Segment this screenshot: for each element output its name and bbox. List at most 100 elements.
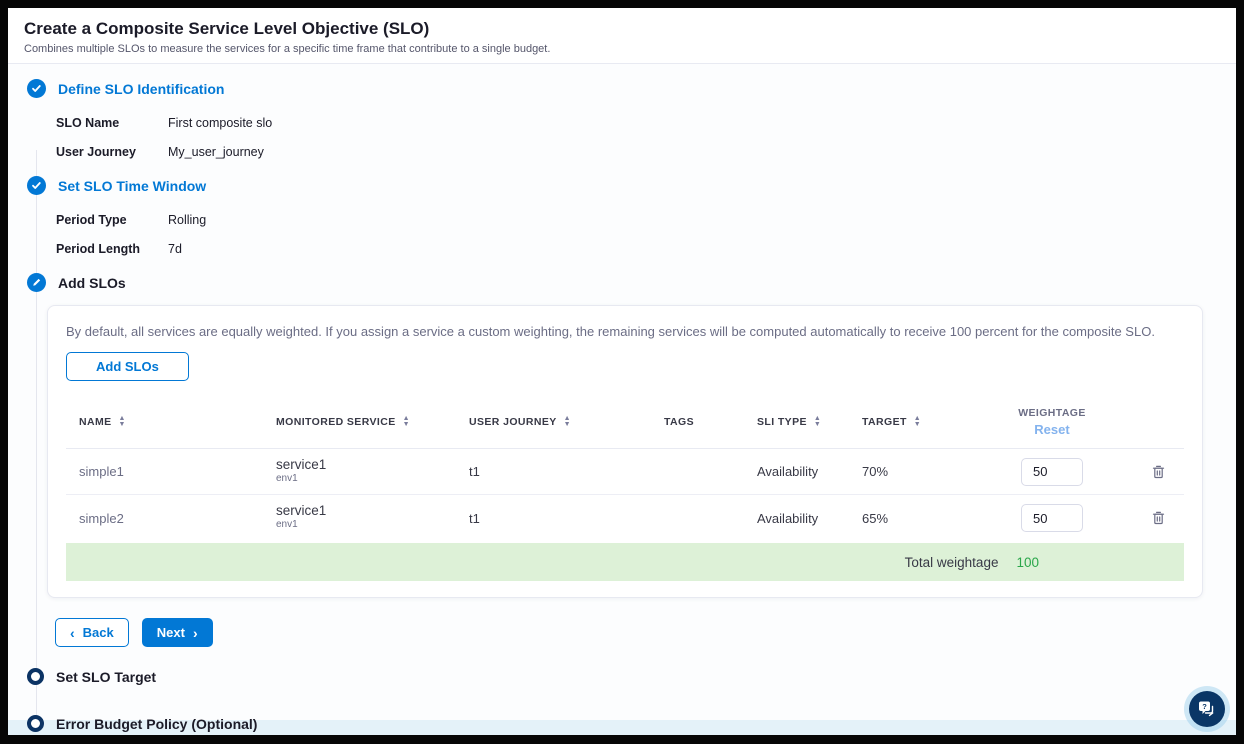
monitored-service-cell: service1 env1 [276,504,469,532]
target-cell: 70% [862,464,889,479]
service-name: service1 [276,503,327,518]
column-label: SLI TYPE [757,415,807,428]
field-label: Period Length [56,241,141,256]
step-label: Define SLO Identification [58,80,225,97]
sort-icon[interactable]: ▲ ▼ [913,415,922,428]
step-set-slo-time-window[interactable]: Set SLO Time Window [27,176,1236,195]
pencil-icon [27,273,46,292]
row-actions-cell [1132,508,1184,528]
step2-summary: Period Type Rolling Period Length 7d [56,205,1236,263]
weightage-cell [972,504,1132,532]
page-subtitle: Combines multiple SLOs to measure the se… [24,43,551,55]
table-row: simple1 service1 env1 t1 Availability 70… [66,449,1184,495]
slo-wizard-page: Create a Composite Service Level Objecti… [8,8,1236,735]
step-label: Set SLO Time Window [58,177,207,194]
service-name: service1 [276,456,327,472]
chevron-left-icon: ‹ [70,624,75,641]
column-label: USER JOURNEY [469,415,557,428]
table-row: simple2 service1 env1 t1 Availability 65… [66,495,1184,541]
step-label: Error Budget Policy (Optional) [56,715,258,732]
column-header-name: NAME ▲ ▼ [66,415,276,428]
column-header-user-journey: USER JOURNEY ▲ ▼ [469,415,664,428]
field-period-length: Period Length 7d [56,234,1236,263]
field-value: 7d [168,241,182,256]
wizard-body: Define SLO Identification SLO Name First… [8,64,1236,735]
weighting-description: By default, all services are equally wei… [66,324,1155,339]
sli-type-cell: Availability [757,464,819,479]
step-define-slo-identification[interactable]: Define SLO Identification [27,79,1236,98]
back-button-label: Back [82,625,114,640]
radio-ring-icon [27,715,44,732]
step-label: Add SLOs [58,274,126,291]
next-button[interactable]: Next › [141,618,213,647]
user-journey-cell: t1 [469,464,480,479]
column-header-monitored-service: MONITORED SERVICE ▲ ▼ [276,415,469,428]
field-label: Period Type [56,212,127,227]
field-value: My_user_journey [168,144,264,159]
sort-icon[interactable]: ▲ ▼ [402,415,410,428]
radio-ring-icon [27,668,44,685]
column-header-tags: TAGS [664,416,757,428]
check-icon [27,176,46,195]
column-label: MONITORED SERVICE [276,415,396,428]
sort-icon[interactable]: ▲ ▼ [813,415,822,428]
page-title: Create a Composite Service Level Objecti… [24,19,430,38]
column-label: TARGET [862,415,907,428]
weightage-input[interactable] [1021,504,1083,532]
sort-icon[interactable]: ▲ ▼ [118,415,126,428]
monitored-service-cell: service1 env1 [276,456,469,486]
delete-row-button[interactable] [1149,508,1168,528]
field-label: User Journey [56,144,136,159]
add-slos-button[interactable]: Add SLOs [66,352,189,381]
bottom-strip [8,720,1236,735]
delete-row-button[interactable] [1149,462,1168,482]
trash-icon [1152,511,1164,525]
row-actions-cell [1132,462,1184,482]
total-weightage-banner: Total weightage 100 [66,543,1184,581]
help-chat-button[interactable]: ? [1189,691,1225,727]
field-value: First composite slo [168,115,273,130]
column-header-weightage: WEIGHTAGE Reset [972,407,1132,437]
column-header-sli-type: SLI TYPE ▲ ▼ [757,415,862,428]
column-label: TAGS [664,415,694,428]
column-label: NAME [79,415,112,428]
back-button[interactable]: ‹ Back [55,618,129,647]
weightage-cell [972,457,1132,486]
weightage-input[interactable] [1021,457,1083,486]
sort-icon[interactable]: ▲ ▼ [563,415,571,428]
chevron-right-icon: › [192,624,198,641]
slos-table: NAME ▲ ▼ MONITORED SERVICE ▲ ▼ USER JOURNE… [66,395,1184,581]
column-header-target: TARGET ▲ ▼ [862,415,972,428]
total-weightage-value: 100 [1016,554,1039,570]
step-add-slos[interactable]: Add SLOs [27,273,1236,292]
step-connector-line [36,150,37,735]
field-value: Rolling [168,212,207,227]
weightage-label: WEIGHTAGE [1018,406,1086,419]
step-error-budget-policy[interactable]: Error Budget Policy (Optional) [27,715,1236,732]
page-header: Create a Composite Service Level Objecti… [8,8,1236,64]
total-weightage-label: Total weightage [904,554,999,570]
add-slos-panel: By default, all services are equally wei… [47,305,1203,598]
sli-type-cell: Availability [757,510,819,526]
step-set-slo-target[interactable]: Set SLO Target [27,668,1236,685]
slo-name-cell: simple1 [79,464,124,479]
user-journey-cell: t1 [469,510,480,526]
next-button-label: Next [156,625,185,640]
trash-icon [1152,465,1164,478]
wizard-actions: ‹ Back Next › [55,618,1236,647]
check-icon [27,79,46,98]
environment-name: env1 [276,519,298,530]
environment-name: env1 [276,472,298,484]
target-cell: 65% [862,510,889,526]
table-header-row: NAME ▲ ▼ MONITORED SERVICE ▲ ▼ USER JOURNE… [66,395,1184,449]
step-label: Set SLO Target [56,668,157,685]
field-user-journey: User Journey My_user_journey [56,137,1236,166]
svg-text:?: ? [1202,702,1207,711]
field-slo-name: SLO Name First composite slo [56,108,1236,137]
reset-weightage-link[interactable]: Reset [1034,421,1070,437]
chat-question-icon: ? [1199,701,1214,717]
step1-summary: SLO Name First composite slo User Journe… [56,108,1236,166]
field-period-type: Period Type Rolling [56,205,1236,234]
slo-name-cell: simple2 [79,510,124,526]
